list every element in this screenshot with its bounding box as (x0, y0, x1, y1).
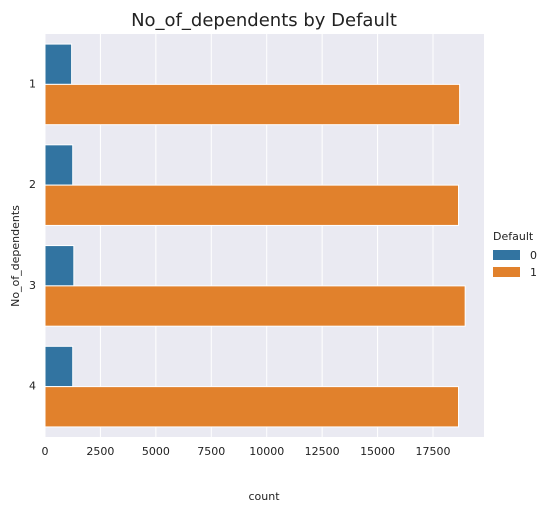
chart-title: No_of_dependents by Default (131, 10, 397, 31)
bars (44, 43, 466, 428)
legend-title: Default (493, 230, 534, 243)
y-tick-labels: 1 2 3 4 (29, 77, 36, 392)
y-tick-label: 1 (29, 77, 36, 90)
x-tick-label: 12500 (305, 445, 340, 458)
bar-2-default-0 (44, 144, 74, 186)
bar-3-default-1 (44, 285, 466, 327)
legend-swatch-1 (493, 267, 520, 277)
x-tick-label: 5000 (142, 445, 170, 458)
legend-label-0: 0 (530, 249, 537, 262)
legend-swatch-0 (493, 250, 520, 260)
bar-4-default-1 (44, 386, 460, 428)
x-tick-label: 0 (42, 445, 49, 458)
legend-label-1: 1 (530, 266, 537, 279)
bar-1-default-1 (44, 83, 461, 126)
y-tick-label: 3 (29, 279, 36, 292)
y-tick-label: 2 (29, 178, 36, 191)
x-tick-labels: 0 2500 5000 7500 10000 12500 15000 17500 (42, 445, 451, 458)
bar-1-default-0 (44, 43, 73, 85)
x-axis-label: count (248, 490, 280, 503)
bar-2-default-1 (44, 184, 460, 226)
y-axis-label: No_of_dependents (9, 205, 22, 307)
bar-3-default-0 (44, 245, 75, 287)
x-tick-label: 17500 (416, 445, 451, 458)
bar-4-default-0 (44, 345, 74, 388)
x-tick-label: 7500 (197, 445, 225, 458)
legend: Default 0 1 (493, 230, 537, 279)
x-tick-label: 2500 (86, 445, 114, 458)
y-tick-label: 4 (29, 380, 36, 393)
x-tick-label: 15000 (360, 445, 395, 458)
x-tick-label: 10000 (249, 445, 284, 458)
